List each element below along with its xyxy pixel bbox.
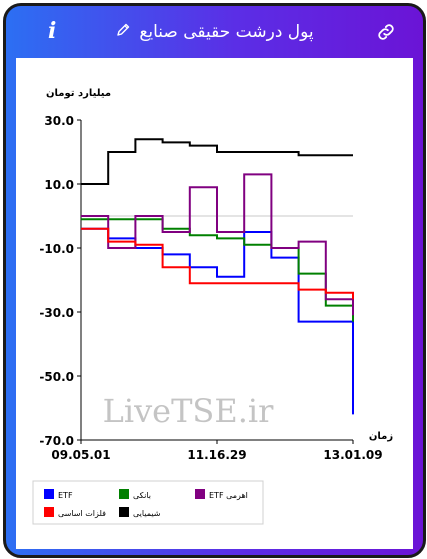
series-line-felezat: [81, 227, 354, 300]
legend-swatch-shimiyaei: [119, 507, 129, 517]
chart-svg: میلیارد تومان زمان LiveTSE.ir 30.0 10.0 -1…: [32, 88, 393, 525]
series-line-shimiyaei: [81, 138, 353, 185]
y-tick-label: -10.0: [39, 242, 74, 256]
pencil-icon[interactable]: [115, 22, 131, 42]
legend-label-shimiyaei: شیمیایی: [133, 509, 161, 518]
legend-swatch-etf-ahromi: [195, 489, 205, 499]
y-tick-label: -70.0: [39, 434, 74, 448]
chart-panel: میلیارد تومان زمان LiveTSE.ir 30.0 10.0 -1…: [16, 58, 413, 549]
page-title: پول درشت حقیقی صنایع: [139, 22, 314, 42]
legend-swatch-felezat: [44, 507, 54, 517]
info-icon[interactable]: i: [48, 18, 57, 44]
link-icon[interactable]: [375, 21, 397, 43]
y-axis-label: میلیارد تومان: [46, 88, 111, 99]
title-group: پول درشت حقیقی صنایع: [115, 22, 314, 42]
series-lines: [81, 138, 354, 415]
legend-label-etf: ETF: [58, 491, 73, 500]
y-ticks: 30.0 10.0 -10.0 -30.0 -50.0 -70.0: [39, 114, 81, 448]
x-ticks: 09.05.01 11.16.29 13.01.09: [51, 440, 383, 462]
y-tick-label: -30.0: [39, 306, 74, 320]
legend-label-banki: بانکی: [133, 491, 151, 500]
watermark: LiveTSE.ir: [103, 392, 275, 430]
legend-swatch-etf: [44, 489, 54, 499]
legend-box: [32, 480, 264, 525]
y-tick-label: 30.0: [44, 114, 74, 128]
series-line-etf: [81, 227, 354, 415]
x-axis-label: زمان: [369, 431, 393, 442]
series-line-etf-ahromi: [81, 173, 354, 316]
y-tick-label: -50.0: [39, 370, 74, 384]
app-frame: i پول درشت حقیقی صنایع میلیارد تومان: [3, 3, 426, 558]
legend: ETF بانکی ETF اهرمی فلزات اساسی شیمیایی: [32, 480, 264, 525]
x-tick-label: 11.16.29: [187, 448, 246, 462]
legend-label-felezat: فلزات اساسی: [58, 509, 106, 518]
legend-swatch-banki: [119, 489, 129, 499]
header-bar: i پول درشت حقیقی صنایع: [6, 6, 423, 58]
pencil-icon-svg: [117, 23, 130, 36]
y-tick-label: 10.0: [44, 178, 74, 192]
legend-label-etf-ahromi: ETF اهرمی: [209, 491, 248, 500]
x-tick-label: 09.05.01: [51, 448, 110, 462]
x-tick-label: 13.01.09: [323, 448, 382, 462]
